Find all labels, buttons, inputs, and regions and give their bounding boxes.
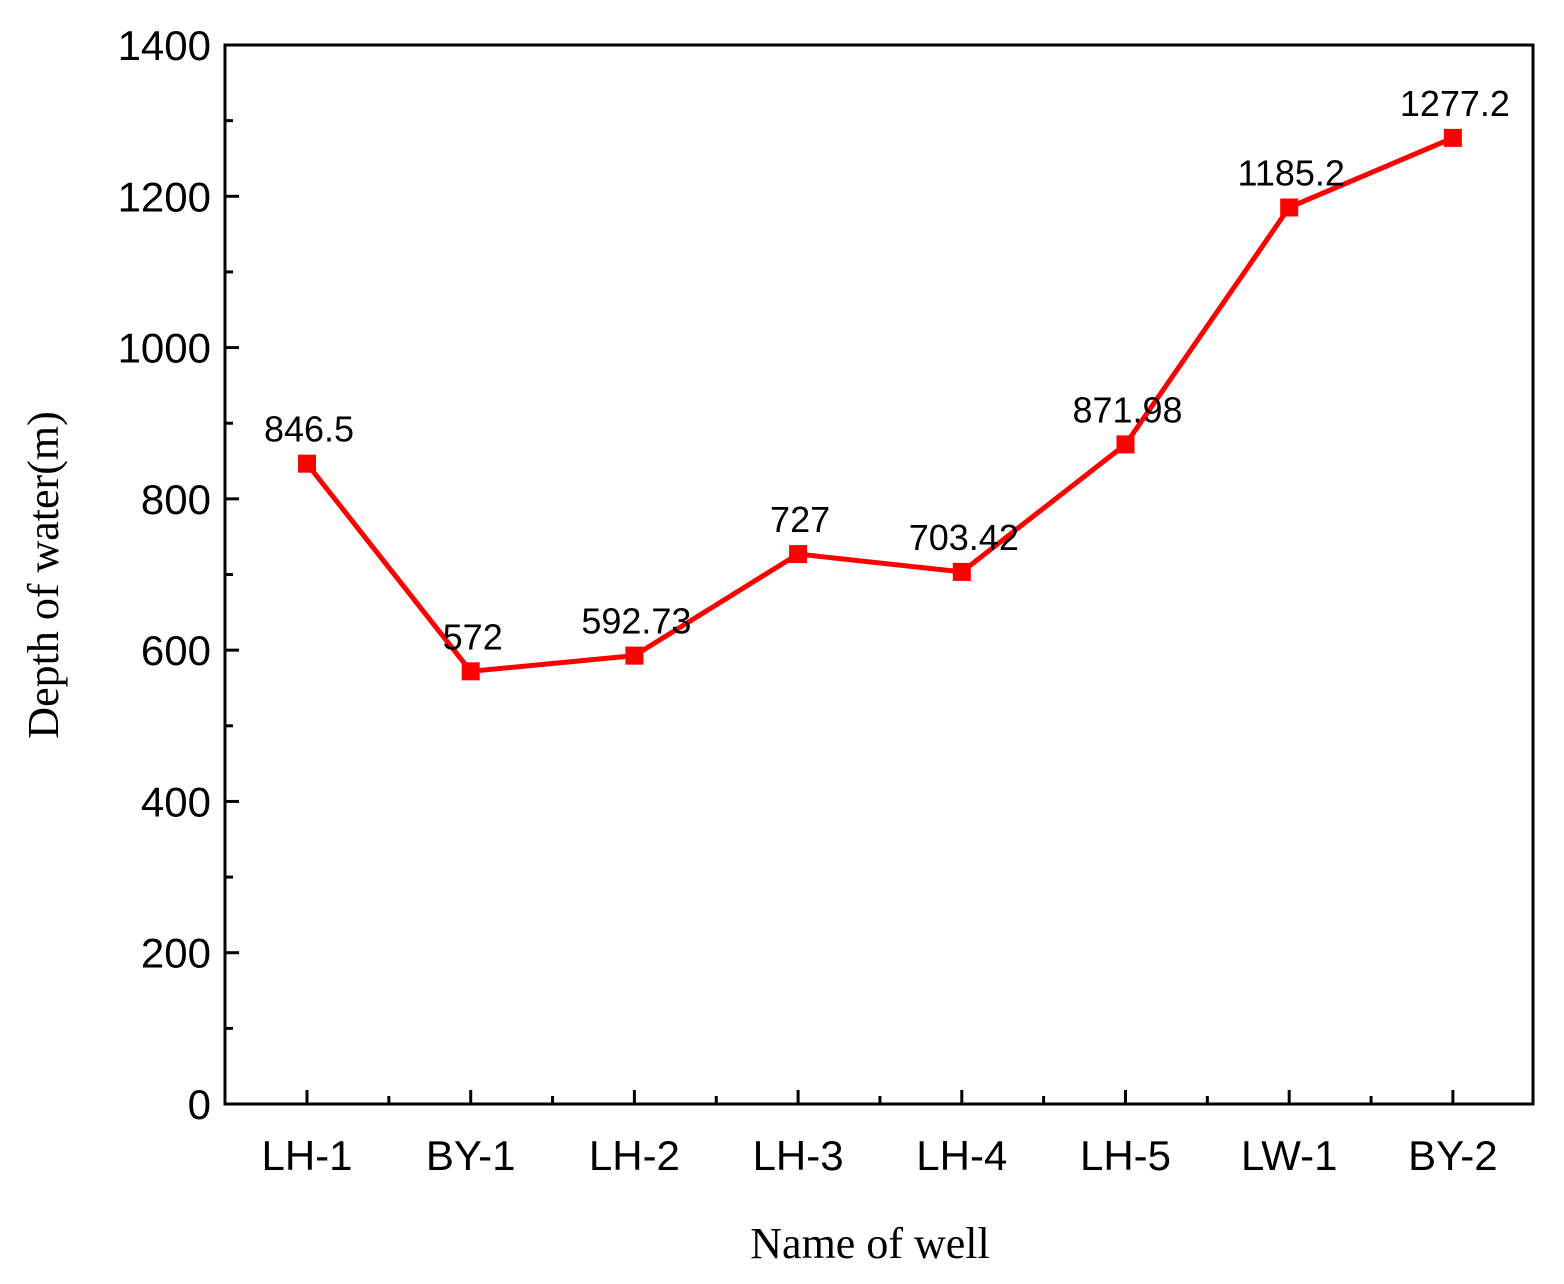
y-tick-label: 1200 [118, 173, 211, 220]
data-label: 1277.2 [1400, 83, 1510, 124]
data-label: 1185.2 [1237, 152, 1344, 193]
y-axis-ticks: 0 200 400 600 800 1000 1200 1400 [118, 22, 239, 1128]
data-point-marker [625, 646, 644, 665]
y-tick-label: 1000 [118, 325, 211, 372]
x-axis-title: Name of well [750, 1219, 989, 1268]
data-label: 727 [770, 499, 830, 540]
series-group [298, 128, 1462, 681]
data-label: 592.73 [581, 601, 691, 642]
data-labels: 846.5 572 592.73 727 703.42 871.98 1185.2 1277.… [264, 83, 1510, 657]
data-point-marker [1116, 435, 1135, 454]
data-point-marker [298, 454, 316, 473]
data-point-marker [952, 562, 971, 581]
data-label: 703.42 [909, 517, 1019, 558]
x-tick-label: LH-5 [1080, 1132, 1171, 1179]
data-point-marker [789, 545, 808, 564]
y-tick-label: 1400 [118, 22, 211, 69]
data-label: 871.98 [1072, 389, 1182, 430]
data-point-marker [461, 662, 480, 681]
x-tick-label: LH-1 [261, 1132, 352, 1179]
y-tick-label: 0 [188, 1081, 211, 1128]
y-tick-label: 600 [141, 627, 211, 674]
data-label: 846.5 [264, 409, 354, 450]
data-point-marker [1443, 128, 1462, 147]
x-tick-label: LH-2 [589, 1132, 680, 1179]
x-tick-label: LW-1 [1241, 1132, 1337, 1179]
y-tick-label: 200 [141, 930, 211, 977]
x-tick-label: LH-4 [916, 1132, 1007, 1179]
data-point-marker [1280, 198, 1299, 217]
x-tick-label: BY-2 [1408, 1132, 1498, 1179]
y-tick-label: 400 [141, 778, 211, 825]
y-axis-title: Depth of water(m) [19, 411, 68, 738]
data-label: 572 [443, 616, 503, 657]
y-tick-label: 800 [141, 476, 211, 523]
x-axis-ticks: LH-1 BY-1 LH-2 LH-3 LH-4 LH-5 LW-1 BY-2 [261, 1090, 1498, 1179]
plot-frame [223, 43, 1535, 1106]
x-tick-label: BY-1 [426, 1132, 516, 1179]
series-line [305, 135, 1454, 674]
x-tick-label: LH-3 [753, 1132, 844, 1179]
